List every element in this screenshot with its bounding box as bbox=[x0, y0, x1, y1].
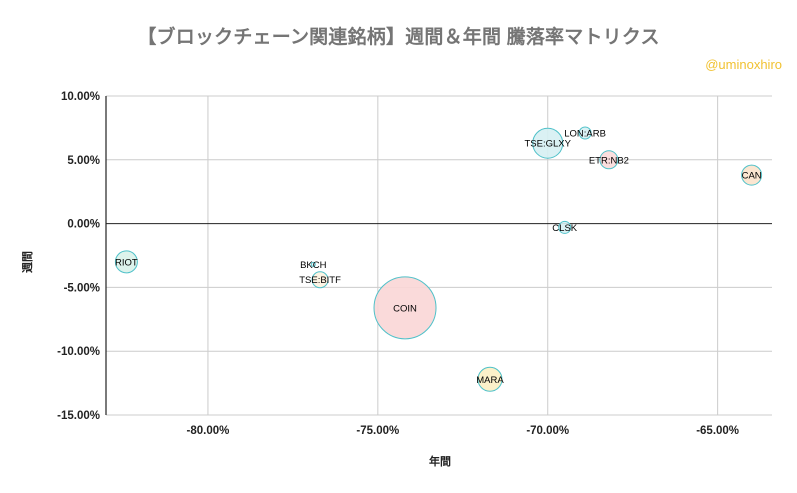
y-tick-label: 0.00% bbox=[67, 219, 100, 231]
bubble-label: BKCH bbox=[300, 260, 327, 271]
bubble-label: CAN bbox=[742, 171, 762, 182]
bubble-label: TSE:BITF bbox=[299, 275, 341, 286]
x-tick-label: -70.00% bbox=[526, 425, 569, 437]
y-tick-label: -5.00% bbox=[64, 282, 100, 294]
gridlines bbox=[106, 95, 772, 416]
y-tick-label: -15.00% bbox=[57, 410, 100, 422]
bubble-coin[interactable] bbox=[373, 276, 437, 340]
y-axis-title: 週間 bbox=[20, 251, 34, 273]
bubble-tse-glxy[interactable] bbox=[532, 127, 564, 159]
bubble-etr-nb2[interactable] bbox=[599, 150, 619, 170]
x-tick-label: -75.00% bbox=[356, 425, 399, 437]
x-axis-title: 年間 bbox=[429, 454, 451, 468]
axes: 10.00% 5.00% 0.00% -5.00% -10.00% -15.00% -80.… bbox=[57, 91, 772, 437]
x-tick-label: -80.00% bbox=[187, 425, 230, 437]
bubble-bkch[interactable] bbox=[310, 261, 316, 267]
author-credit: @uminoxhiro bbox=[705, 57, 782, 72]
bubble-mara[interactable] bbox=[477, 366, 503, 392]
bubble-label: COIN bbox=[393, 303, 417, 314]
y-tick-label: 10.00% bbox=[61, 91, 100, 103]
bubble-can[interactable] bbox=[741, 164, 763, 186]
y-tick-label: -10.00% bbox=[57, 346, 100, 358]
bubble-label: ETR:NB2 bbox=[589, 155, 629, 166]
bubble-clsk[interactable] bbox=[558, 220, 572, 234]
chart-title: 【ブロックチェーン関連銘柄】週間＆年間 騰落率マトリクス bbox=[137, 27, 660, 48]
bubble-label: LON:ARB bbox=[564, 129, 606, 140]
bubbles bbox=[114, 126, 763, 392]
y-tick-label: 5.00% bbox=[67, 155, 100, 167]
bubble-label: TSE:GLXY bbox=[525, 139, 572, 150]
bubble-tse-bitf[interactable] bbox=[311, 271, 329, 289]
x-tick-label: -65.00% bbox=[696, 425, 739, 437]
bubble-riot[interactable] bbox=[114, 250, 138, 274]
bubble-lon-arb[interactable] bbox=[578, 126, 592, 140]
bubble-label: CLSK bbox=[552, 223, 577, 234]
bubble-label: RIOT bbox=[115, 257, 138, 268]
bubble-label: MARA bbox=[476, 375, 504, 386]
